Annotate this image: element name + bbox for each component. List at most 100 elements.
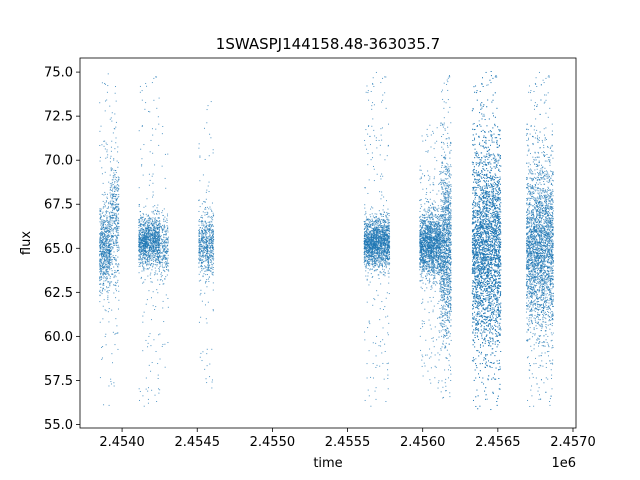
data-point: [208, 224, 210, 226]
data-point: [371, 262, 373, 264]
data-point: [112, 239, 114, 241]
data-point: [206, 247, 208, 249]
data-point: [148, 249, 150, 251]
data-point: [366, 255, 368, 257]
data-point: [207, 263, 209, 265]
data-point: [140, 220, 142, 222]
data-point: [111, 203, 113, 205]
data-point: [99, 240, 101, 242]
data-point: [148, 222, 150, 224]
data-point: [101, 243, 103, 245]
data-point: [367, 263, 369, 265]
data-point: [108, 245, 110, 247]
data-point: [109, 240, 111, 242]
data-point: [165, 239, 167, 241]
data-point: [154, 232, 156, 234]
data-point: [154, 252, 156, 254]
data-point: [210, 254, 212, 256]
data-point: [143, 253, 144, 255]
data-point: [140, 254, 142, 256]
data-point: [146, 227, 148, 229]
data-point: [103, 228, 105, 230]
data-point: [101, 234, 103, 236]
data-point: [368, 321, 370, 323]
data-point: [210, 208, 212, 210]
data-point: [117, 219, 119, 221]
data-point: [104, 221, 106, 223]
data-point: [105, 272, 107, 274]
data-point: [108, 385, 110, 387]
data-point: [381, 101, 383, 103]
data-point: [376, 224, 378, 226]
data-point: [109, 253, 111, 255]
data-point: [116, 189, 118, 191]
data-point: [115, 187, 117, 189]
data-point: [379, 253, 381, 255]
data-point: [110, 235, 112, 237]
data-point: [157, 378, 159, 379]
data-point: [99, 279, 101, 281]
data-point: [154, 222, 156, 224]
data-point: [148, 216, 150, 218]
data-point: [156, 259, 158, 261]
data-point: [142, 241, 144, 243]
data-point: [150, 252, 152, 254]
data-point: [372, 207, 374, 209]
data-point: [373, 232, 375, 234]
data-point: [200, 262, 202, 264]
data-point: [201, 235, 203, 237]
data-point: [208, 224, 210, 226]
data-point: [157, 236, 159, 238]
data-point: [144, 230, 146, 232]
data-point: [147, 243, 149, 245]
data-point: [383, 220, 385, 222]
data-point: [386, 232, 388, 234]
data-point: [200, 265, 202, 267]
data-point: [385, 230, 387, 232]
data-point: [198, 258, 200, 260]
data-point: [203, 267, 205, 269]
data-point: [108, 251, 110, 253]
data-point: [117, 308, 119, 310]
data-point: [154, 267, 156, 269]
data-point: [199, 253, 201, 255]
data-point: [382, 255, 384, 257]
data-point: [198, 245, 200, 247]
data-point: [103, 203, 105, 205]
data-point: [167, 231, 169, 233]
data-point: [108, 308, 110, 310]
data-point: [149, 267, 151, 269]
data-point: [388, 282, 390, 284]
data-point: [205, 238, 207, 240]
data-point: [112, 228, 114, 230]
data-point: [142, 235, 144, 237]
data-point: [141, 99, 143, 101]
data-point: [101, 271, 103, 273]
data-point: [110, 220, 112, 222]
data-point: [366, 239, 368, 241]
data-point: [157, 253, 159, 255]
data-point: [101, 223, 103, 225]
data-point: [385, 248, 387, 250]
data-point: [378, 139, 380, 141]
data-point: [207, 269, 209, 271]
data-point: [380, 128, 382, 130]
data-point: [115, 230, 117, 232]
data-point: [201, 238, 203, 240]
data-point: [115, 281, 117, 283]
data-point: [388, 245, 390, 247]
data-point: [115, 198, 117, 200]
data-point: [105, 226, 107, 228]
data-point: [154, 237, 156, 239]
data-point: [208, 215, 210, 217]
data-point: [147, 225, 149, 227]
data-point: [143, 266, 145, 268]
data-point: [142, 224, 144, 226]
data-point: [107, 253, 109, 255]
data-point: [110, 203, 112, 205]
data-point: [151, 255, 153, 257]
data-point: [109, 282, 111, 284]
data-point: [211, 249, 213, 251]
data-point: [364, 240, 366, 242]
data-point: [206, 211, 208, 213]
